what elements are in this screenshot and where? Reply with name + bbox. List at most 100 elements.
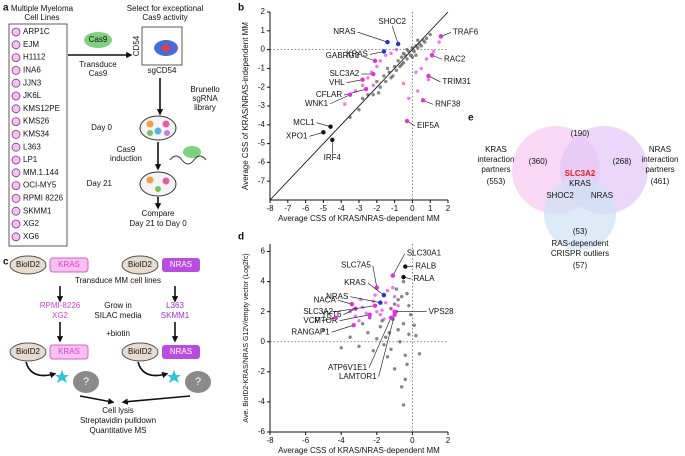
highlight-point — [367, 312, 372, 317]
label: partners — [481, 165, 510, 174]
bioid-tag — [9, 342, 47, 362]
cell-line: RPMI 8226 — [23, 194, 64, 203]
point — [367, 315, 372, 320]
panel-c: BioID2 KRAS BioID2 NRAS Transduce MM cel… — [9, 255, 211, 435]
leader-line — [357, 31, 388, 43]
point — [357, 108, 361, 112]
point — [382, 317, 386, 321]
point — [400, 385, 404, 389]
highlight-point — [372, 303, 378, 308]
point — [403, 353, 407, 357]
point — [408, 312, 413, 317]
cell-line-dot — [11, 91, 21, 101]
highlight-point — [330, 137, 335, 143]
y-tick-label: 2 — [261, 307, 266, 316]
label: RAS-dependent — [552, 239, 610, 248]
point — [353, 314, 358, 318]
point — [403, 377, 407, 382]
cell — [162, 177, 170, 185]
axis-label: CD54 — [132, 35, 141, 56]
point-label: YKT6 — [321, 310, 342, 319]
point — [366, 76, 370, 80]
y-tick-label: -6 — [258, 427, 266, 436]
label: sgRNA — [192, 94, 218, 103]
arrow — [121, 395, 191, 405]
cell-line: ARP1C — [23, 27, 50, 36]
highlight-point — [426, 73, 431, 79]
point — [380, 308, 384, 312]
point — [401, 403, 406, 407]
highlight-point — [401, 274, 406, 280]
axis-label: sgCD54 — [148, 66, 177, 75]
highlight-point — [403, 264, 408, 269]
point-label: MTOR — [314, 316, 338, 325]
highlight-point — [438, 34, 444, 39]
point-label: RALB — [415, 262, 436, 271]
highlight-point — [420, 98, 426, 103]
cell-line-dot — [11, 181, 21, 191]
label: KRAS — [58, 260, 80, 269]
point — [396, 328, 400, 332]
cell-line-dot — [11, 27, 21, 37]
label: Day 21 — [87, 179, 113, 188]
leader-line — [346, 79, 363, 83]
arrow — [137, 361, 169, 379]
x-tick-label: -2 — [373, 436, 381, 445]
leader-line — [369, 51, 384, 55]
cell-line-dot — [11, 78, 21, 88]
label: Compare — [142, 209, 175, 218]
point — [375, 337, 379, 341]
kras-box — [49, 257, 89, 273]
y-tick-label: -2 — [258, 82, 266, 91]
x-tick-label: -7 — [284, 204, 292, 213]
point-label: RNF38 — [435, 99, 461, 108]
point — [396, 303, 400, 308]
count: (190) — [571, 129, 590, 138]
leader-line — [309, 132, 324, 137]
point — [385, 355, 390, 359]
leader-line — [334, 305, 376, 312]
point-label: NRAS — [333, 27, 355, 36]
point — [428, 32, 432, 37]
cell — [164, 130, 170, 136]
label: NRAS — [170, 347, 192, 356]
leader-line — [316, 122, 331, 127]
point — [400, 55, 404, 59]
point-label: VPS28 — [429, 307, 454, 316]
point — [357, 344, 361, 348]
point — [384, 79, 388, 84]
point — [360, 305, 365, 309]
point — [378, 59, 383, 63]
count: (268) — [613, 157, 632, 166]
highlight-point — [388, 315, 394, 320]
label: induction — [110, 154, 142, 163]
y-tick-label: 0 — [261, 337, 266, 346]
point — [375, 309, 379, 314]
x-tick-label: -4 — [338, 436, 346, 445]
facs-core — [161, 45, 171, 51]
label: Brunello — [190, 85, 220, 94]
leader-line — [360, 55, 376, 62]
leader-line — [367, 282, 385, 296]
point — [405, 47, 409, 52]
leader-line — [350, 296, 381, 303]
label: CRISPR outliers — [551, 249, 609, 258]
x-tick-label: 1 — [428, 204, 433, 213]
point — [419, 66, 423, 71]
point-label: SHOC2 — [378, 17, 406, 26]
label: Cas9 — [89, 69, 108, 78]
label: Cell lysis — [102, 406, 134, 415]
point — [339, 346, 343, 350]
highlight-point — [363, 86, 369, 92]
cell-line: EJM — [23, 40, 39, 49]
point — [382, 74, 386, 78]
point-label: IRF4 — [324, 153, 342, 162]
point — [385, 66, 390, 71]
y-tick-label: -2 — [258, 367, 266, 376]
label: L363 — [166, 301, 184, 310]
label: BioID2 — [128, 347, 153, 356]
point — [401, 279, 406, 284]
cell-line-dot — [11, 40, 21, 50]
leader-line — [392, 253, 406, 276]
x-tick-label: -6 — [302, 436, 310, 445]
